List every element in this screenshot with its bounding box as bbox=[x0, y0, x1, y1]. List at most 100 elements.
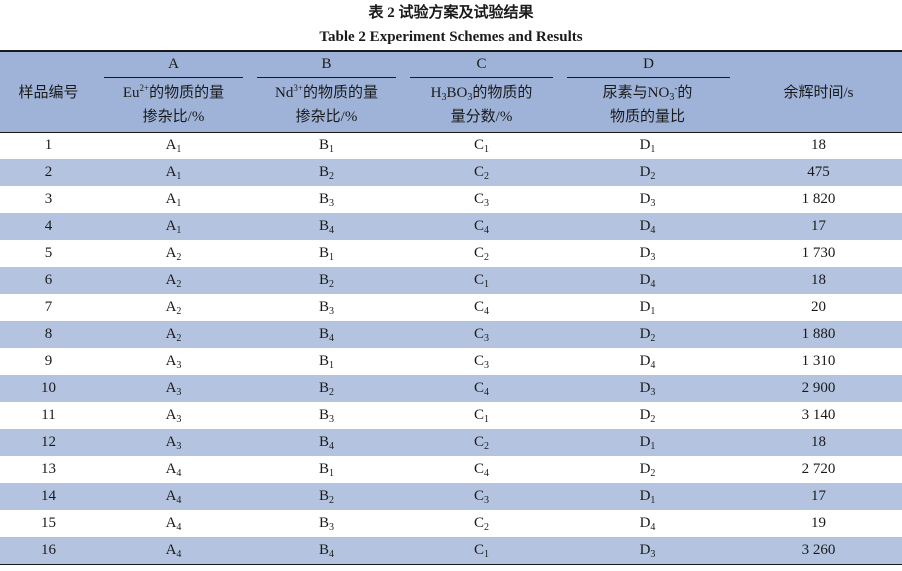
cell-afterglow: 3 140 bbox=[801, 407, 836, 423]
cell-sample-no: 5 bbox=[44, 245, 53, 261]
cell-level-a: A1 bbox=[165, 137, 182, 156]
cell-level-d: D2 bbox=[639, 326, 656, 344]
table-row: 11 A3 B3 C1 D2 3 140 bbox=[0, 402, 902, 429]
cell-level-b: B1 bbox=[318, 353, 334, 371]
table-row: 9 A3 B1 C3 D4 1 310 bbox=[0, 348, 902, 375]
cell-level-c: C2 bbox=[473, 164, 489, 182]
header-d-desc: 尿素与NO3-的 物质的量比 bbox=[602, 82, 693, 125]
table-row: 7 A2 B3 C4 D1 20 bbox=[0, 294, 902, 321]
table-title-en: Table 2 Experiment Schemes and Results bbox=[319, 29, 583, 45]
cell-afterglow: 17 bbox=[811, 488, 826, 504]
cell-level-b: B2 bbox=[318, 488, 334, 506]
cell-level-d: D1 bbox=[639, 137, 656, 156]
cell-level-c: C3 bbox=[473, 191, 489, 209]
cell-level-c: C2 bbox=[473, 434, 489, 452]
cell-level-a: A3 bbox=[165, 353, 182, 371]
cell-level-a: A3 bbox=[165, 380, 182, 398]
cell-sample-no: 11 bbox=[41, 407, 56, 423]
cell-level-c: C1 bbox=[473, 272, 489, 290]
cell-level-b: B1 bbox=[318, 137, 334, 156]
cell-sample-no: 13 bbox=[41, 461, 56, 477]
cell-level-a: A1 bbox=[165, 164, 182, 182]
cell-sample-no: 3 bbox=[44, 191, 53, 207]
cell-level-b: B1 bbox=[318, 245, 334, 263]
cell-afterglow: 3 260 bbox=[801, 541, 836, 558]
cell-level-c: C4 bbox=[473, 299, 489, 317]
header-factor-c: C bbox=[403, 51, 560, 78]
cell-level-b: B4 bbox=[318, 541, 334, 560]
cell-level-a: A2 bbox=[165, 299, 182, 317]
cell-level-c: C1 bbox=[473, 137, 489, 156]
cell-level-b: B3 bbox=[318, 191, 334, 209]
cell-sample-no: 16 bbox=[41, 541, 56, 558]
cell-afterglow: 2 720 bbox=[801, 461, 836, 477]
cell-afterglow: 2 900 bbox=[801, 380, 836, 396]
cell-level-d: D4 bbox=[639, 515, 656, 533]
cell-level-b: B4 bbox=[318, 326, 334, 344]
cell-afterglow: 18 bbox=[811, 272, 826, 288]
cell-afterglow: 17 bbox=[811, 218, 826, 234]
cell-level-c: C1 bbox=[473, 407, 489, 425]
cell-level-c: C3 bbox=[473, 326, 489, 344]
header-b-desc: Nd3+的物质的量 掺杂比/% bbox=[275, 82, 378, 125]
cell-level-d: D1 bbox=[639, 488, 656, 506]
cell-level-d: D3 bbox=[639, 191, 656, 209]
header-factor-a: A bbox=[97, 51, 250, 78]
cell-level-a: A3 bbox=[165, 434, 182, 452]
cell-afterglow: 1 310 bbox=[801, 353, 836, 369]
table-row: 2 A1 B2 C2 D2 475 bbox=[0, 159, 902, 186]
cell-sample-no: 8 bbox=[44, 326, 53, 342]
cell-level-c: C4 bbox=[473, 218, 489, 236]
cell-level-a: A1 bbox=[165, 191, 182, 209]
table-title-cn: 表 2 试验方案及试验结果 bbox=[368, 5, 534, 21]
cell-afterglow: 19 bbox=[811, 515, 826, 531]
header-c-desc: H3BO3的物质的 量分数/% bbox=[430, 84, 533, 125]
experiment-table: 样品编号 A B C D 余辉时间/s Eu2+的物质的量 掺杂比/% Nd3+的… bbox=[0, 50, 902, 565]
cell-sample-no: 4 bbox=[44, 218, 53, 234]
table-row: 16 A4 B4 C1 D3 3 260 bbox=[0, 537, 902, 564]
cell-sample-no: 2 bbox=[44, 164, 53, 180]
cell-level-c: C3 bbox=[473, 488, 489, 506]
header-a-desc: Eu2+的物质的量 掺杂比/% bbox=[122, 82, 225, 125]
cell-level-a: A4 bbox=[165, 541, 182, 560]
cell-afterglow: 20 bbox=[811, 299, 826, 315]
cell-level-d: D2 bbox=[639, 461, 656, 479]
cell-level-d: D3 bbox=[639, 541, 656, 560]
cell-level-d: D2 bbox=[639, 407, 656, 425]
cell-afterglow: 475 bbox=[807, 164, 830, 180]
cell-level-a: A3 bbox=[165, 407, 182, 425]
cell-level-b: B3 bbox=[318, 515, 334, 533]
cell-sample-no: 9 bbox=[44, 353, 53, 369]
cell-level-b: B1 bbox=[318, 461, 334, 479]
cell-level-d: D4 bbox=[639, 272, 656, 290]
header-factor-d: D bbox=[560, 51, 735, 78]
cell-sample-no: 1 bbox=[44, 137, 53, 154]
table-row: 10 A3 B2 C4 D3 2 900 bbox=[0, 375, 902, 402]
cell-level-c: C2 bbox=[473, 245, 489, 263]
cell-afterglow: 18 bbox=[811, 137, 826, 154]
cell-sample-no: 14 bbox=[41, 488, 56, 504]
cell-level-c: C4 bbox=[473, 380, 489, 398]
cell-level-a: A4 bbox=[165, 488, 182, 506]
cell-level-b: B2 bbox=[318, 272, 334, 290]
cell-level-d: D2 bbox=[639, 164, 656, 182]
cell-level-d: D4 bbox=[639, 218, 656, 236]
table-row: 15 A4 B3 C2 D4 19 bbox=[0, 510, 902, 537]
header-sample-no: 样品编号 bbox=[18, 85, 79, 102]
cell-level-d: D3 bbox=[639, 380, 656, 398]
cell-sample-no: 12 bbox=[41, 434, 56, 450]
cell-level-d: D3 bbox=[639, 245, 656, 263]
table-row: 13 A4 B1 C4 D2 2 720 bbox=[0, 456, 902, 483]
cell-level-c: C1 bbox=[473, 541, 489, 560]
cell-sample-no: 7 bbox=[44, 299, 53, 315]
header-factor-b: B bbox=[250, 51, 403, 78]
header-afterglow: 余辉时间/s bbox=[783, 85, 854, 102]
cell-level-c: C2 bbox=[473, 515, 489, 533]
cell-level-d: D4 bbox=[639, 353, 656, 371]
cell-afterglow: 1 730 bbox=[801, 245, 836, 261]
table-row: 3 A1 B3 C3 D3 1 820 bbox=[0, 186, 902, 213]
table-row: 8 A2 B4 C3 D2 1 880 bbox=[0, 321, 902, 348]
table-row: 4 A1 B4 C4 D4 17 bbox=[0, 213, 902, 240]
cell-level-c: C3 bbox=[473, 353, 489, 371]
cell-level-a: A1 bbox=[165, 218, 182, 236]
